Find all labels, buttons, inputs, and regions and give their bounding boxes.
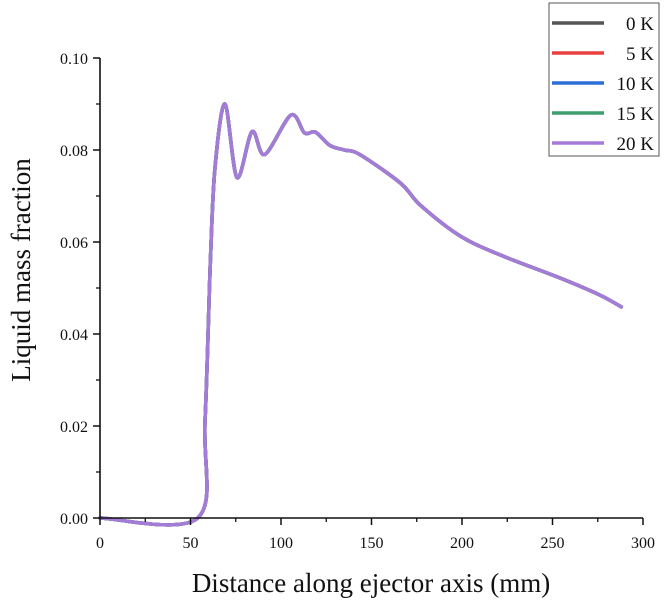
y-axis-title: Liquid mass fraction <box>6 158 36 382</box>
x-axis-title: Distance along ejector axis (mm) <box>192 568 550 598</box>
series-line-10k <box>98 102 624 527</box>
legend-label: 5 K <box>626 44 654 65</box>
legend-item: 0 K <box>552 14 654 35</box>
legend-item: 20 K <box>552 134 654 155</box>
series-line-20k <box>98 102 624 527</box>
series-line-15k <box>98 102 624 527</box>
y-tick-label: 0.00 <box>60 511 88 528</box>
legend-box <box>548 2 660 157</box>
x-tick-label: 250 <box>541 535 565 552</box>
y-tick-label: 0.04 <box>60 327 88 344</box>
series-line-5k <box>98 102 624 527</box>
y-tick-label: 0.02 <box>60 419 88 436</box>
legend-label: 15 K <box>617 104 655 125</box>
axes: 0 50 100 150 200 250 300 0.00 0.02 0.04 0.06 0.08 0.… <box>60 51 655 552</box>
x-tick-label: 300 <box>631 535 655 552</box>
legend-label: 20 K <box>617 134 655 155</box>
legend-label: 10 K <box>617 74 655 95</box>
series-line-0k <box>98 102 624 527</box>
y-tick-label: 0.08 <box>60 143 88 160</box>
legend-item: 5 K <box>552 44 654 65</box>
legend-item: 15 K <box>552 104 654 125</box>
legend: 0 K 5 K 10 K 15 K 20 K <box>548 2 660 157</box>
x-tick-label: 150 <box>360 535 384 552</box>
series-lines <box>98 102 624 527</box>
y-tick-label: 0.10 <box>60 51 88 68</box>
legend-label: 0 K <box>626 14 654 35</box>
y-tick-label: 0.06 <box>60 235 88 252</box>
x-tick-label: 200 <box>450 535 474 552</box>
legend-item: 10 K <box>552 74 654 95</box>
x-tick-label: 100 <box>269 535 293 552</box>
x-tick-label: 50 <box>183 535 199 552</box>
x-tick-label: 0 <box>96 535 104 552</box>
